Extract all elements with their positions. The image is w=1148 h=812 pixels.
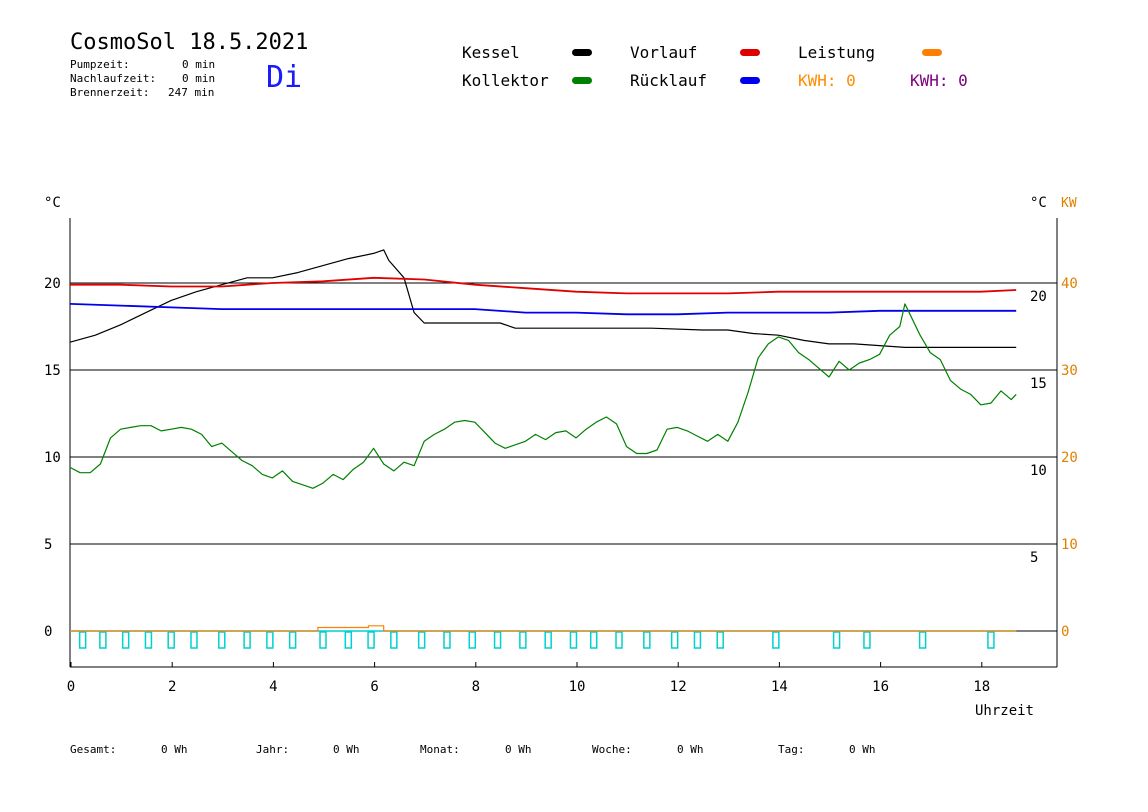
y-tick-right-temp-10: 10 <box>1030 463 1047 479</box>
pump-pulse-27 <box>772 631 780 649</box>
legend-leistung: Leistung <box>798 43 876 62</box>
y-tick-right-power-40: 40 <box>1061 276 1078 292</box>
footer-jahr-value: 0 Wh <box>333 743 360 756</box>
y-tick-left-15: 15 <box>44 363 61 379</box>
x-tick-10: 10 <box>569 679 586 695</box>
stat-pumpzeit-value: 0 min <box>182 58 216 71</box>
stat-pumpzeit-label: Pumpzeit: <box>70 58 130 71</box>
legend-kessel: Kessel <box>462 43 520 62</box>
y-tick-left-0: 0 <box>44 624 52 640</box>
x-tick-12: 12 <box>670 679 687 695</box>
footer-monat-label: Monat: <box>420 743 460 756</box>
legend-vorlauf: Vorlauf <box>630 43 698 62</box>
pump-pulse-3 <box>144 631 153 649</box>
right-axis-unit-temp: °C <box>1030 195 1047 211</box>
legend-leistung-swatch <box>922 49 942 56</box>
pump-pulse-5 <box>190 631 198 649</box>
y-tick-right-power-10: 10 <box>1061 537 1078 553</box>
x-tick-6: 6 <box>370 679 378 695</box>
pump-pulse-25 <box>693 631 702 649</box>
stat-brennerzeit-label: Brennerzeit: <box>70 86 150 99</box>
x-tick-16: 16 <box>872 679 889 695</box>
pump-pulse-8 <box>266 631 274 649</box>
x-tick-18: 18 <box>973 679 990 695</box>
pump-pulse-22 <box>615 631 623 649</box>
chart-title: CosmoSol 18.5.2021 <box>70 30 309 55</box>
pump-pulse-21 <box>589 631 598 649</box>
legend-ruecklauf: Rücklauf <box>630 71 708 90</box>
x-tick-4: 4 <box>269 679 277 695</box>
x-tick-14: 14 <box>771 679 788 695</box>
y-tick-left-5: 5 <box>44 537 52 553</box>
footer-jahr-label: Jahr: <box>256 743 290 756</box>
series-line-kessel <box>69 249 1017 348</box>
pump-pulse-30 <box>918 631 927 649</box>
y-tick-left-20: 20 <box>44 276 61 292</box>
series-line-kollektor <box>69 303 1017 489</box>
left-axis-unit: °C <box>44 195 61 211</box>
y-tick-right-temp-20: 20 <box>1030 289 1047 305</box>
footer-woche-label: Woche: <box>592 743 632 756</box>
pump-pulse-14 <box>417 631 426 649</box>
pump-pulse-11 <box>344 631 353 649</box>
pump-pulse-24 <box>670 631 679 649</box>
pump-pulse-28 <box>832 631 841 649</box>
pump-pulse-16 <box>468 631 477 649</box>
pump-pulse-4 <box>167 631 175 649</box>
pump-pulse-10 <box>319 631 327 649</box>
footer-woche-value: 0 Wh <box>677 743 704 756</box>
pump-pulse-19 <box>544 631 552 649</box>
pump-pulse-7 <box>243 631 251 649</box>
x-tick-8: 8 <box>472 679 480 695</box>
pump-pulse-26 <box>716 631 724 649</box>
pump-pulse-1 <box>99 631 107 649</box>
y-tick-left-10: 10 <box>44 450 61 466</box>
series-line-ruecklauf <box>69 303 1017 316</box>
pump-pulse-2 <box>121 631 130 649</box>
kwh-purple-readout: KWH: 0 <box>910 71 968 90</box>
pump-pulse-6 <box>218 631 226 649</box>
weekday-label: Di <box>266 60 303 95</box>
legend-ruecklauf-swatch <box>740 77 760 84</box>
footer-gesamt-label: Gesamt: <box>70 743 117 756</box>
footer-monat-value: 0 Wh <box>505 743 532 756</box>
pump-pulse-0 <box>78 631 87 649</box>
pump-pulse-20 <box>569 631 578 649</box>
footer-tag-label: Tag: <box>778 743 805 756</box>
y-tick-right-temp-15: 15 <box>1030 376 1047 392</box>
pump-pulse-15 <box>443 631 451 649</box>
y-tick-right-power-30: 30 <box>1061 363 1078 379</box>
stat-nachlaufzeit-label: Nachlaufzeit: <box>70 72 157 85</box>
pump-pulse-17 <box>493 631 502 649</box>
stat-nachlaufzeit-value: 0 min <box>182 72 216 85</box>
series-line-vorlauf <box>70 276 1017 295</box>
x-tick-0: 0 <box>67 679 75 695</box>
legend-kessel-swatch <box>572 49 592 56</box>
legend-vorlauf-swatch <box>740 49 760 56</box>
y-tick-right-power-20: 20 <box>1061 450 1078 466</box>
x-axis-label: Uhrzeit <box>975 703 1034 719</box>
stat-brennerzeit-value: 247 min <box>168 86 215 99</box>
series-line-leistung <box>70 625 1017 632</box>
footer-tag-value: 0 Wh <box>849 743 876 756</box>
legend-kollektor-swatch <box>572 77 592 84</box>
y-tick-right-temp-5: 5 <box>1030 550 1038 566</box>
footer-gesamt-value: 0 Wh <box>161 743 188 756</box>
pump-pulse-31 <box>987 631 995 649</box>
pump-pulse-18 <box>519 631 527 649</box>
pump-pulse-29 <box>863 631 871 649</box>
pump-pulse-9 <box>288 631 297 649</box>
kwh-orange-readout: KWH: 0 <box>798 71 856 90</box>
pump-pulse-13 <box>390 631 398 649</box>
right-axis-unit-power: KW <box>1061 196 1077 211</box>
y-tick-right-power-0: 0 <box>1061 624 1069 640</box>
x-tick-2: 2 <box>168 679 176 695</box>
pump-pulse-23 <box>643 631 651 649</box>
legend-kollektor: Kollektor <box>462 71 549 90</box>
pump-pulse-12 <box>367 631 375 649</box>
